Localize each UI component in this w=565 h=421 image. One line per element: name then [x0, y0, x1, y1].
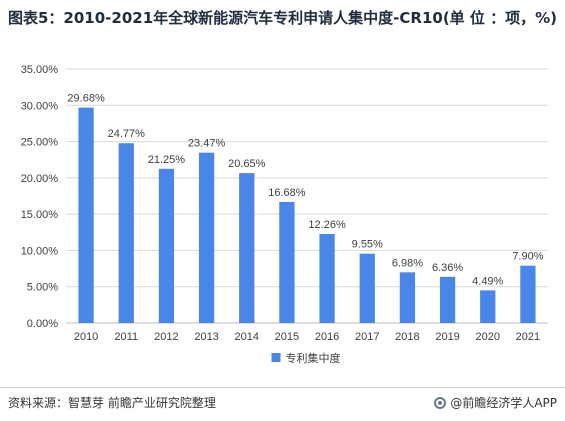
source-text: 资料来源：智慧芽 前瞻产业研究院整理: [8, 396, 216, 410]
bar: [439, 276, 456, 323]
data-label: 23.47%: [188, 138, 226, 150]
brand: @前瞻经济学人APP: [434, 394, 557, 411]
data-label: 9.55%: [352, 239, 383, 251]
data-label: 29.68%: [67, 93, 105, 105]
y-tick-label: 0.00%: [27, 318, 58, 330]
data-label: 21.25%: [148, 154, 186, 166]
bar: [198, 152, 215, 323]
data-label: 16.68%: [268, 187, 306, 199]
chart-title: 图表5：2010-2021年全球新能源汽车专利申请人集中度-CR10(单 位 ：…: [8, 9, 558, 27]
x-tick-label: 2010: [74, 331, 98, 343]
legend-label: 专利集中度: [286, 351, 341, 365]
bar: [279, 201, 295, 323]
x-tick-label: 2012: [154, 331, 178, 343]
x-tick-label: 2011: [114, 331, 138, 343]
x-tick-label: 2015: [275, 331, 299, 343]
data-label: 24.77%: [108, 128, 146, 140]
data-label: 6.36%: [432, 262, 463, 274]
bar: [399, 272, 416, 323]
data-label: 20.65%: [228, 158, 266, 170]
data-label: 7.90%: [512, 251, 543, 263]
footer: 资料来源：智慧芽 前瞻产业研究院整理 @前瞻经济学人APP: [0, 387, 565, 421]
bar: [239, 173, 255, 323]
y-tick-label: 5.00%: [27, 282, 58, 294]
brand-logo-icon: [434, 396, 447, 409]
y-tick-label: 25.00%: [21, 137, 59, 149]
bar: [520, 265, 536, 323]
brand-text: @前瞻经济学人APP: [450, 396, 557, 410]
bar: [319, 234, 335, 323]
x-tick-label: 2019: [435, 331, 459, 343]
data-label: 6.98%: [392, 257, 423, 269]
bar: [158, 168, 175, 323]
bar: [118, 143, 134, 323]
data-label: 12.26%: [308, 219, 346, 231]
bar-chart: 0.00% 5.00% 10.00% 15.00% 20.00% 25.00% 30.00%…: [21, 64, 548, 365]
x-tick-label: 2013: [194, 331, 218, 343]
x-tick-label: 2018: [395, 331, 419, 343]
x-tick-label: 2016: [315, 331, 339, 343]
legend-swatch: [271, 353, 281, 362]
x-tick-label: 2021: [516, 331, 540, 343]
bar: [480, 290, 496, 323]
x-tick-label: 2020: [476, 331, 500, 343]
x-tick-label: 2014: [235, 331, 259, 343]
data-label: 4.49%: [472, 275, 503, 287]
bar: [78, 107, 94, 323]
bar: [359, 253, 375, 323]
x-tick-label: 2017: [355, 331, 379, 343]
y-tick-label: 35.00%: [21, 64, 59, 76]
y-tick-label: 20.00%: [21, 173, 59, 185]
y-tick-label: 15.00%: [21, 209, 59, 221]
y-tick-label: 30.00%: [21, 100, 59, 112]
y-tick-label: 10.00%: [21, 245, 59, 257]
